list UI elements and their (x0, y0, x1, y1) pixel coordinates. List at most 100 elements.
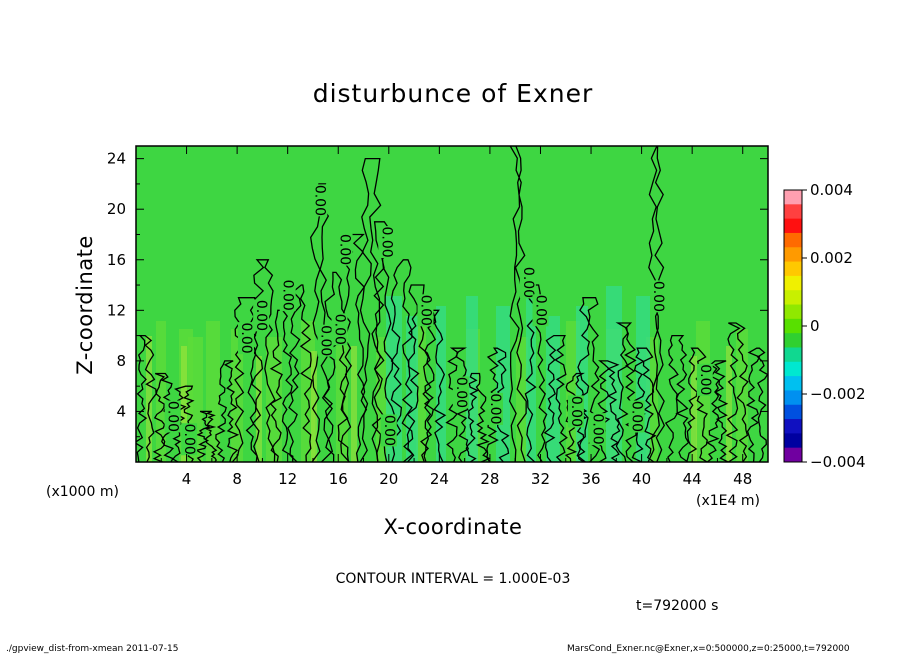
colorbar-swatch (784, 218, 802, 234)
y-tick-label: 20 (107, 200, 126, 218)
contour-label: 0.00 (280, 280, 296, 311)
contour-label: 0.00 (253, 300, 269, 331)
contour-label-bg (380, 414, 397, 447)
field-patch (256, 356, 262, 462)
colorbar-label: 0 (810, 317, 820, 335)
contour-line (215, 360, 240, 462)
x-tick-label: 16 (329, 470, 348, 488)
x-unit-left: (x1000 m) (46, 484, 119, 500)
x-tick-label: 44 (683, 470, 702, 488)
contour-line (310, 183, 334, 462)
colorbar-swatch (784, 261, 802, 277)
contour-label-bg (237, 322, 254, 355)
contour-line (251, 259, 276, 462)
contour-label: 0.00 (650, 281, 666, 312)
colorbar-swatch (784, 275, 802, 291)
contour-line (194, 410, 218, 462)
contour-interval-text: CONTOUR INTERVAL = 1.000E-03 (336, 571, 571, 587)
contour-label-bg (331, 313, 348, 346)
field-patch (736, 329, 748, 462)
x-tick-label: 8 (232, 470, 242, 488)
contour-line (136, 334, 157, 462)
y-tick-label: 12 (107, 301, 126, 319)
contour-label-bg (650, 280, 667, 313)
field-patch (336, 329, 348, 462)
field-patch (606, 286, 622, 462)
contour-line (371, 221, 396, 462)
x-axis-ticks: 4 8 12 16 20 24 28 32 36 40 44 48 (160, 146, 752, 488)
colorbar-swatch (784, 204, 802, 220)
plot-area: 0.000.000.000.000.000.000.000.000.00 0.00… (136, 146, 768, 462)
contour-line (564, 372, 588, 462)
field-patch (146, 336, 152, 462)
x-tick-label: 20 (379, 470, 398, 488)
y-axis-ticks: 4 8 12 16 20 24 (107, 150, 768, 438)
contour-label: 0.00 (453, 377, 469, 408)
contour-line (543, 334, 568, 462)
contour-label: 0.00 (520, 267, 536, 298)
colorbar-swatch (784, 376, 802, 391)
contour-line (524, 284, 548, 462)
contour-label-bg (279, 279, 296, 312)
colorbar-label: 0.004 (810, 181, 853, 199)
contour-label: 0.00 (418, 295, 434, 326)
contour-label: 0.00 (568, 396, 584, 427)
colorbar-label: −0.002 (810, 385, 866, 403)
contour-labels: 0.000.000.000.000.000.000.000.000.00 0.00… (164, 184, 713, 456)
colorbar-swatch (784, 390, 802, 406)
contour-label-bg (628, 400, 645, 433)
contour-line (647, 146, 666, 462)
contour-line (664, 334, 690, 462)
colorbar-swatch (784, 232, 802, 248)
contour-label-bg (181, 423, 198, 456)
contour-label: 0.00 (332, 314, 348, 345)
x-tick-label: 4 (182, 470, 192, 488)
colorbar-swatch (784, 333, 802, 348)
contour-line (406, 284, 433, 462)
chart-title: disturbunce of Exner (313, 79, 594, 108)
contour-line (390, 259, 414, 462)
y-tick-label: 24 (107, 150, 126, 168)
plot-frame (135, 145, 769, 463)
contour-label: 0.00 (181, 424, 197, 455)
x-tick-label: 48 (733, 470, 752, 488)
contour-label: 0.00 (629, 401, 645, 432)
x-unit-right: (x1E4 m) (696, 493, 760, 509)
contour-label: 0.00 (533, 295, 549, 326)
contour-label: 0.00 (589, 414, 605, 445)
contour-line (287, 284, 313, 462)
contour-line (359, 157, 382, 462)
contour-label-bg (417, 294, 434, 327)
colorbar-swatch (784, 247, 802, 263)
colorbar (784, 190, 802, 463)
contour-label: 0.00 (311, 185, 327, 216)
contour-line (745, 347, 768, 462)
x-tick-label: 36 (581, 470, 600, 488)
field-patch (416, 321, 426, 462)
field-patch (691, 356, 697, 462)
contour-line (340, 233, 368, 462)
x-tick-label: 32 (531, 470, 550, 488)
contour-label-bg (486, 392, 503, 425)
x-tick-label: 24 (430, 470, 449, 488)
contour-line (705, 360, 729, 462)
contour-line (725, 322, 749, 462)
field-patch (636, 296, 650, 462)
footer-right: MarsCond_Exner.nc@Exner,x=0:500000,z=0:2… (567, 644, 850, 654)
contour-label: 0.00 (337, 234, 353, 265)
colorbar-swatch (784, 433, 802, 449)
colorbar-label: 0.002 (810, 249, 853, 267)
contour-label: 0.00 (697, 364, 713, 395)
colorbar-swatch (784, 190, 802, 205)
contour-line (423, 309, 447, 462)
contour-label-bg (532, 294, 549, 327)
contour-line (465, 372, 491, 462)
colorbar-swatch (784, 447, 802, 463)
y-tick-label: 4 (116, 402, 126, 420)
contour-label: 0.00 (381, 415, 397, 446)
colorbar-swatch (784, 318, 802, 334)
colorbar-swatch (784, 419, 802, 434)
contour-label-bg (589, 413, 606, 446)
field-patch (351, 346, 357, 462)
x-axis-title: X-coordinate (384, 515, 523, 539)
